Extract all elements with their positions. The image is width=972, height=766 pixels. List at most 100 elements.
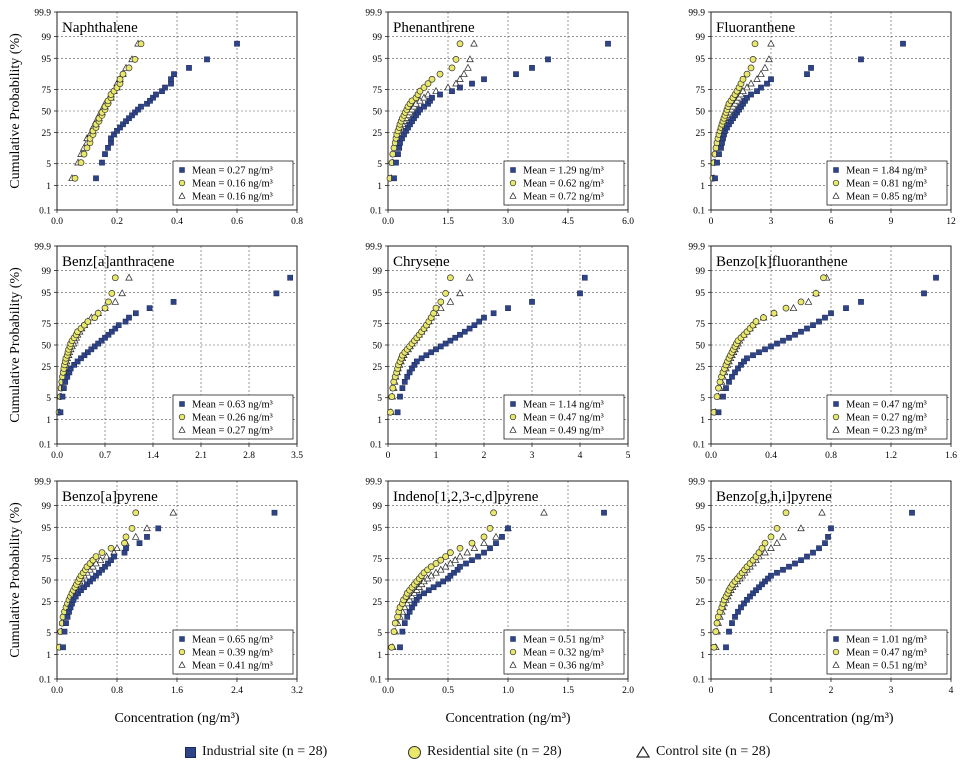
control-point xyxy=(492,532,500,540)
panel-title: Benzo[a]pyrene xyxy=(62,489,158,505)
industrial-point xyxy=(93,175,99,182)
panel-title: Benzo[g,h,i]pyrene xyxy=(716,489,832,505)
y-tick-label: 99.9 xyxy=(365,478,382,488)
industrial-point xyxy=(792,331,798,338)
industrial-point xyxy=(429,94,435,101)
control-mean-label: Mean = 0.41 ng/m³ xyxy=(192,661,273,672)
y-tick-label: 95 xyxy=(696,55,706,65)
residential-point xyxy=(448,64,456,72)
industrial-point xyxy=(735,608,741,615)
industrial-point xyxy=(858,299,864,305)
residential-point xyxy=(758,544,766,552)
control-mean-label: Mean = 0.16 ng/m³ xyxy=(192,192,273,203)
y-tick-label: 99 xyxy=(696,502,706,512)
industrial-point xyxy=(159,88,165,95)
industrial-point xyxy=(780,566,786,573)
industrial-mean-label: Mean = 0.27 ng/m³ xyxy=(192,166,273,177)
control-mean-label: Mean = 0.72 ng/m³ xyxy=(523,192,604,203)
industrial-point xyxy=(87,578,93,585)
residential-point xyxy=(715,384,722,392)
industrial-point xyxy=(423,352,430,359)
residential-point xyxy=(388,643,395,651)
industrial-point xyxy=(271,509,278,516)
industrial-point xyxy=(64,614,71,620)
residential-point xyxy=(420,84,428,91)
industrial-point xyxy=(726,379,732,385)
residential-point xyxy=(432,560,440,567)
industrial-point xyxy=(822,314,828,321)
industrial-point xyxy=(825,534,831,540)
x-tick-label: 3 xyxy=(889,686,894,696)
industrial-mean-label: Mean = 1.84 ng/m³ xyxy=(846,166,927,177)
industrial-point xyxy=(780,337,786,344)
industrial-point xyxy=(171,71,177,77)
industrial-point xyxy=(452,334,459,341)
industrial-point xyxy=(394,409,401,416)
y-tick-label: 5 xyxy=(700,160,705,170)
x-tick-label: 3.5 xyxy=(291,451,303,461)
y-tick-label: 50 xyxy=(373,108,383,118)
industrial-point xyxy=(67,365,74,372)
residential-point xyxy=(137,40,145,48)
industrial-point xyxy=(102,151,108,157)
control-point xyxy=(753,75,761,82)
industrial-point xyxy=(900,40,906,47)
y-tick-label: 99.9 xyxy=(365,9,382,19)
x-tick-label: 0.6 xyxy=(231,217,243,227)
control-point xyxy=(456,552,464,560)
industrial-point xyxy=(144,534,150,540)
y-tick-label: 25 xyxy=(373,129,383,139)
residential-point xyxy=(387,408,394,416)
industrial-point xyxy=(155,525,162,532)
control-point xyxy=(466,55,474,63)
industrial-point xyxy=(726,628,732,635)
industrial-point xyxy=(933,274,939,281)
x-tick-label: 2.8 xyxy=(243,451,255,461)
industrial-point xyxy=(481,314,487,321)
residential-point xyxy=(452,56,460,63)
industrial-point xyxy=(723,385,729,391)
industrial-point xyxy=(61,385,67,391)
control-point xyxy=(797,524,805,532)
residential-mean-label: Mean = 0.47 ng/m³ xyxy=(523,413,604,424)
x-tick-label: 3 xyxy=(769,217,774,227)
industrial-point xyxy=(168,76,174,83)
residential-mean-marker xyxy=(178,413,186,421)
y-tick-label: 0.1 xyxy=(370,207,382,217)
residential-mean-marker xyxy=(178,179,186,187)
y-tick-label: 95 xyxy=(373,289,383,299)
control-point xyxy=(446,297,455,305)
residential-point xyxy=(125,64,133,72)
y-tick-label: 0.1 xyxy=(39,207,51,217)
chart-panel-7: 0.1 1 5 25 50 75 95 99 99.9 0.0 0.8 1.6 2.4 3.2 Benzo[… xyxy=(8,478,303,727)
industrial-point xyxy=(816,318,822,325)
y-tick-label: 1 xyxy=(46,651,51,661)
square-marker-icon xyxy=(185,746,196,758)
x-tick-label: 0 xyxy=(709,217,714,227)
y-tick-label: 25 xyxy=(696,363,706,373)
industrial-point xyxy=(843,305,849,311)
industrial-point xyxy=(449,88,455,95)
industrial-point xyxy=(747,593,753,600)
industrial-point xyxy=(287,274,293,281)
legend-control-label: Control site (n = 28) xyxy=(656,744,771,759)
control-mean-marker xyxy=(178,192,186,199)
industrial-point xyxy=(99,159,105,166)
control-point xyxy=(143,524,151,532)
x-tick-label: 0.0 xyxy=(382,217,394,227)
x-tick-label: 2.0 xyxy=(622,686,634,696)
triangle-marker-icon xyxy=(636,746,650,758)
control-mean-marker xyxy=(509,426,517,433)
residential-mean-marker xyxy=(509,413,517,421)
industrial-point xyxy=(716,151,722,157)
industrial-point xyxy=(750,352,756,359)
residential-point xyxy=(447,549,454,556)
industrial-point xyxy=(84,581,90,588)
residential-mean-marker xyxy=(509,648,517,656)
y-tick-label: 5 xyxy=(377,394,382,404)
industrial-point xyxy=(112,325,119,332)
control-mean-label: Mean = 0.49 ng/m³ xyxy=(523,426,604,437)
residential-point xyxy=(767,533,775,541)
industrial-point xyxy=(466,325,473,332)
industrial-point xyxy=(170,299,177,305)
